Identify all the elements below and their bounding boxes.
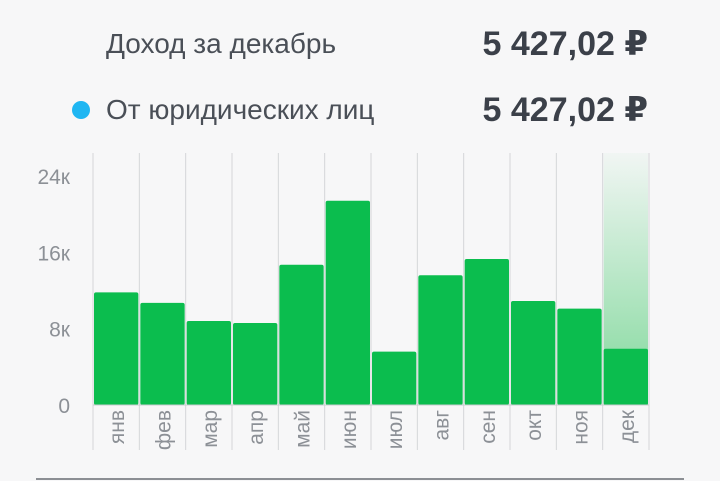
bar-мар[interactable]	[186, 321, 231, 405]
legend-dot-icon	[72, 101, 90, 119]
y-tick-label: 16к	[37, 242, 70, 265]
bar-дек[interactable]	[603, 348, 648, 405]
x-tick-label: май	[292, 410, 315, 448]
legal-entities-label: От юридических лиц	[106, 94, 375, 125]
y-tick-label: 0	[58, 395, 70, 418]
x-tick-label: июн	[338, 410, 361, 449]
bar-фев[interactable]	[140, 302, 185, 405]
x-tick-label: окт	[523, 410, 546, 441]
bar-янв[interactable]	[94, 292, 139, 405]
bar-авг[interactable]	[418, 275, 463, 405]
bottom-divider	[36, 478, 684, 480]
legal-entities-value: 5 427,02 ₽	[482, 91, 648, 129]
x-tick-label: мар	[199, 410, 222, 448]
x-tick-label: сен	[477, 410, 500, 444]
bar-июл[interactable]	[372, 351, 417, 405]
bar-сен[interactable]	[464, 259, 509, 405]
bar-апр[interactable]	[233, 322, 278, 405]
legal-entities-row: От юридических лиц 5 427,02 ₽	[0, 80, 720, 140]
bar-окт[interactable]	[511, 300, 556, 405]
x-tick-label: авг	[431, 410, 454, 441]
bar-май[interactable]	[279, 264, 324, 405]
x-tick-label: дек	[616, 409, 639, 443]
income-total-value: 5 427,02 ₽	[482, 25, 648, 63]
income-total-row: Доход за декабрь 5 427,02 ₽	[0, 14, 720, 74]
x-tick-label: июл	[384, 410, 407, 449]
bar-ноя[interactable]	[557, 308, 602, 405]
x-tick-label: апр	[245, 410, 268, 445]
y-tick-label: 24к	[37, 166, 70, 189]
y-tick-label: 8к	[49, 319, 71, 342]
x-tick-label: янв	[106, 410, 129, 444]
income-total-label: Доход за декабрь	[106, 28, 337, 59]
x-tick-label: фев	[153, 410, 176, 450]
x-tick-label: ноя	[570, 410, 593, 445]
bar-июн[interactable]	[325, 200, 370, 405]
